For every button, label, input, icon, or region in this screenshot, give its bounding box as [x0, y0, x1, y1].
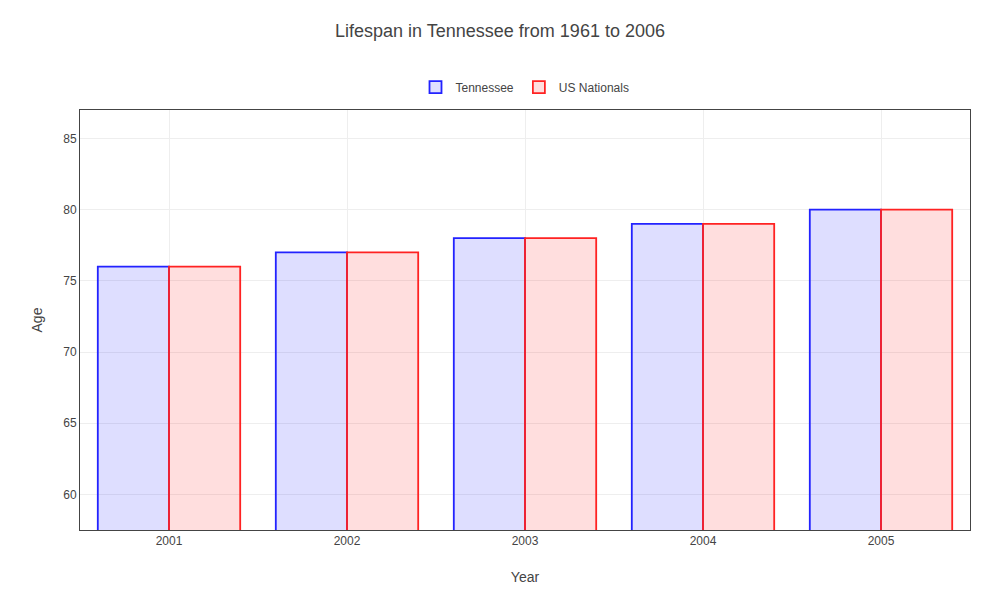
svg-text:Age: Age	[29, 307, 45, 332]
svg-text:65: 65	[63, 416, 77, 430]
svg-text:2004: 2004	[690, 534, 717, 548]
svg-text:Lifespan in Tennessee from 196: Lifespan in Tennessee from 1961 to 2006	[335, 21, 665, 41]
svg-text:Year: Year	[511, 569, 540, 585]
svg-text:80: 80	[63, 203, 77, 217]
svg-text:60: 60	[63, 488, 77, 502]
svg-text:2003: 2003	[512, 534, 539, 548]
svg-text:2005: 2005	[868, 534, 895, 548]
svg-text:2002: 2002	[334, 534, 361, 548]
svg-text:75: 75	[63, 274, 77, 288]
svg-text:US Nationals: US Nationals	[559, 81, 629, 95]
svg-text:Tennessee: Tennessee	[456, 81, 514, 95]
svg-text:70: 70	[63, 345, 77, 359]
svg-text:2001: 2001	[156, 534, 183, 548]
svg-text:85: 85	[63, 132, 77, 146]
